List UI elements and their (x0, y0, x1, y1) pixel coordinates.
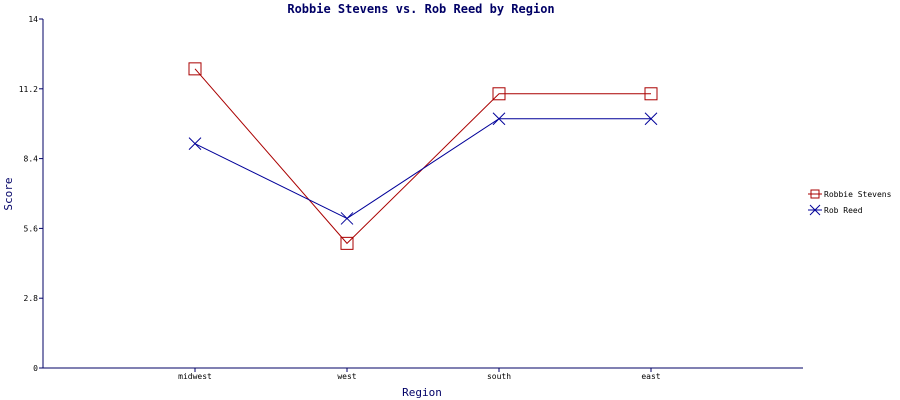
x-tick-label: west (337, 372, 356, 381)
series-group (188, 62, 658, 250)
series-line (194, 118, 651, 220)
y-tick-label: 8.4 (24, 155, 39, 164)
legend-label: Rob Reed (824, 206, 863, 215)
y-tick-label: 2.8 (24, 294, 39, 303)
legend-marker (809, 204, 821, 216)
legend-item: Robbie Stevens (808, 189, 892, 199)
x-tick-label: south (487, 372, 511, 381)
data-point (188, 62, 202, 76)
series-rob-reed (188, 112, 658, 225)
data-point (340, 236, 354, 250)
y-tick-label: 14 (28, 15, 38, 24)
y-tick-label: 11.2 (19, 85, 38, 94)
x-axis-ticks: midwest west south east (178, 368, 661, 381)
series-line (194, 68, 651, 245)
legend: Robbie Stevens Rob Reed (808, 189, 892, 216)
y-tick-label: 5.6 (24, 224, 39, 233)
series-robbie-stevens (188, 62, 658, 250)
data-point (644, 112, 658, 126)
legend-marker (810, 189, 820, 199)
legend-label: Robbie Stevens (824, 190, 892, 199)
x-axis-label: Region (402, 386, 442, 399)
data-point (644, 87, 658, 101)
legend-item: Rob Reed (808, 204, 863, 216)
data-point (188, 137, 202, 150)
chart-axes (42, 19, 803, 369)
x-tick-label: east (641, 372, 660, 381)
data-point (492, 87, 506, 101)
data-point (340, 212, 354, 225)
x-tick-label: midwest (178, 372, 212, 381)
data-point (492, 112, 506, 126)
y-axis-ticks: 0 2.8 5.6 8.4 11.2 14 (19, 15, 43, 373)
y-axis-label: Score (2, 177, 15, 210)
y-tick-label: 0 (33, 364, 38, 373)
chart-title: Robbie Stevens vs. Rob Reed by Region (287, 2, 554, 16)
